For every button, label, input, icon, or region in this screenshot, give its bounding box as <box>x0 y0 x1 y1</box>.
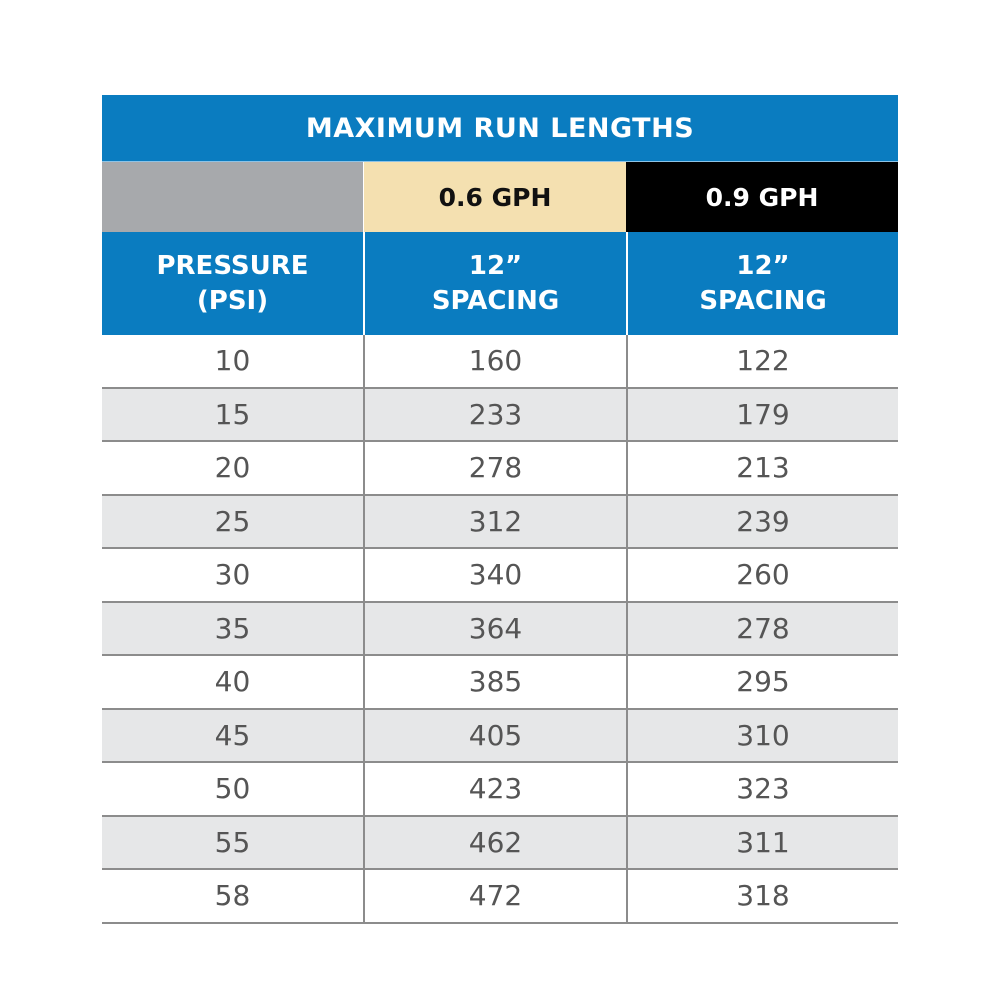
spacing-09-line1: 12” <box>736 250 790 281</box>
spacing-09-header: 12” SPACING <box>626 232 898 335</box>
blank-header-cell <box>102 162 363 232</box>
spacing-09-line2: SPACING <box>699 285 827 316</box>
run-length-09-cell: 295 <box>626 656 898 708</box>
table-row: 10 160 122 <box>102 335 898 389</box>
spacing-06-line1: 12” <box>468 250 523 281</box>
table-body: 10 160 122 15 233 179 20 278 213 25 312 … <box>102 335 898 924</box>
pressure-cell: 40 <box>214 665 251 699</box>
table-row: 35 364 278 <box>102 602 898 656</box>
run-length-06-cell: 462 <box>363 816 626 868</box>
pressure-header-line1: PRESSURE <box>156 250 309 281</box>
column-header-row: PRESSURE (PSI) 12” SPACING 12” SPACING <box>102 232 898 335</box>
run-length-09-cell: 179 <box>626 388 898 440</box>
run-length-09-cell: 310 <box>626 709 898 761</box>
table-title: MAXIMUM RUN LENGTHS <box>102 95 898 162</box>
table-row: 40 385 295 <box>102 656 898 710</box>
pressure-cell: 55 <box>214 825 251 859</box>
spacing-06-header: 12” SPACING <box>363 232 626 335</box>
table-row: 50 423 323 <box>102 763 898 817</box>
run-length-06-cell: 364 <box>363 602 626 654</box>
run-length-09-cell: 260 <box>626 549 898 601</box>
table-row: 20 278 213 <box>102 442 898 496</box>
pressure-header-line2: (PSI) <box>196 285 269 316</box>
pressure-cell: 58 <box>214 879 251 913</box>
run-length-06-cell: 405 <box>363 709 626 761</box>
run-length-09-cell: 311 <box>626 816 898 868</box>
run-length-09-cell: 239 <box>626 495 898 547</box>
pressure-cell: 30 <box>214 558 251 592</box>
run-length-06-cell: 312 <box>363 495 626 547</box>
run-length-09-cell: 323 <box>626 763 898 815</box>
pressure-cell: 15 <box>214 397 251 431</box>
run-length-09-cell: 122 <box>626 335 898 387</box>
run-length-table: MAXIMUM RUN LENGTHS 0.6 GPH 0.9 GPH PRES… <box>102 95 898 924</box>
pressure-cell: 45 <box>214 718 251 752</box>
run-length-06-cell: 278 <box>363 442 626 494</box>
pressure-header: PRESSURE (PSI) <box>102 232 363 335</box>
run-length-06-cell: 340 <box>363 549 626 601</box>
run-length-06-cell: 160 <box>363 335 626 387</box>
table-row: 55 462 311 <box>102 816 898 870</box>
pressure-cell: 25 <box>214 504 251 538</box>
pressure-cell: 35 <box>214 611 251 645</box>
flow-rate-06-header: 0.6 GPH <box>363 162 626 232</box>
pressure-cell: 50 <box>214 772 251 806</box>
run-length-06-cell: 472 <box>363 870 626 922</box>
run-length-06-cell: 423 <box>363 763 626 815</box>
table-row: 45 405 310 <box>102 709 898 763</box>
run-length-09-cell: 318 <box>626 870 898 922</box>
pressure-cell: 20 <box>214 451 251 485</box>
spacing-06-line2: SPACING <box>431 285 560 316</box>
run-length-09-cell: 278 <box>626 602 898 654</box>
run-length-06-cell: 385 <box>363 656 626 708</box>
table-row: 25 312 239 <box>102 495 898 549</box>
flow-rate-09-header: 0.9 GPH <box>626 162 898 232</box>
table-row: 30 340 260 <box>102 549 898 603</box>
pressure-cell: 10 <box>214 344 251 378</box>
table-row: 15 233 179 <box>102 388 898 442</box>
run-length-06-cell: 233 <box>363 388 626 440</box>
flow-rate-row: 0.6 GPH 0.9 GPH <box>102 162 898 232</box>
table-row: 58 472 318 <box>102 870 898 924</box>
run-length-09-cell: 213 <box>626 442 898 494</box>
